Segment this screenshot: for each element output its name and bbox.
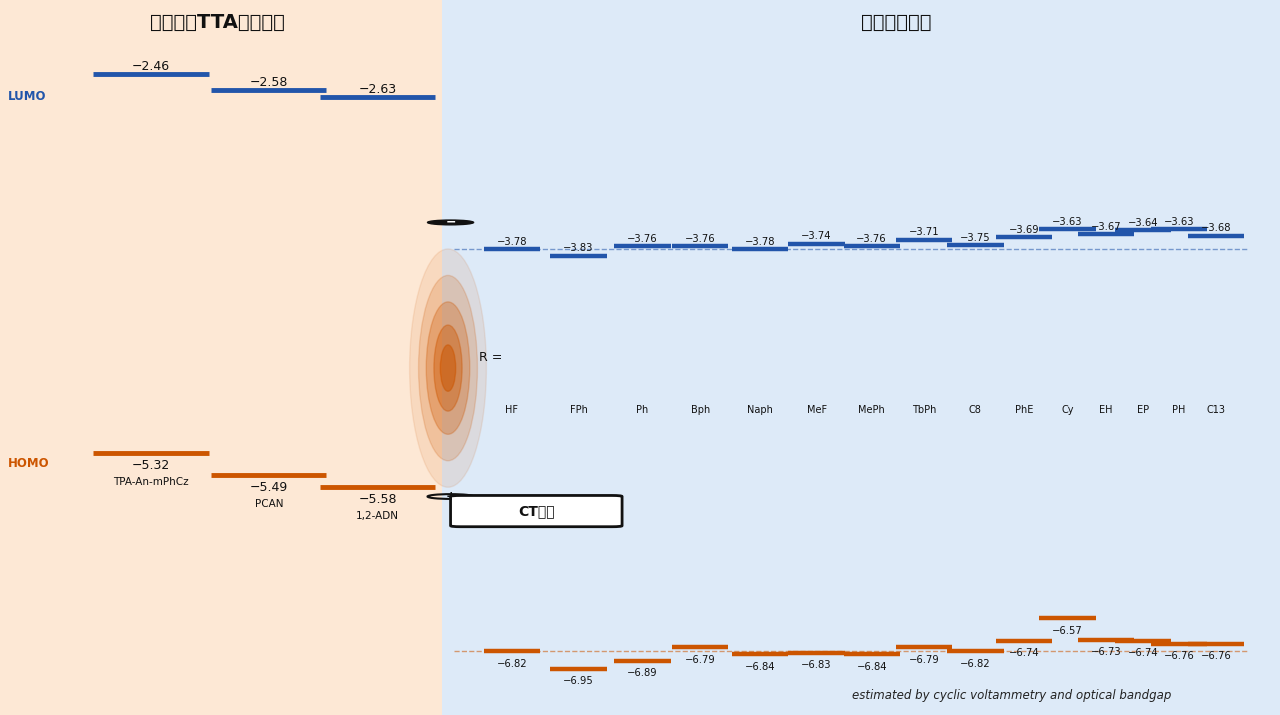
Text: Ph: Ph [636, 405, 649, 415]
Text: CT状態: CT状態 [518, 504, 554, 518]
Text: −6.76: −6.76 [1164, 651, 1194, 661]
Text: アクセプター: アクセプター [860, 13, 932, 32]
Text: +: + [445, 490, 456, 503]
Text: Bph: Bph [690, 405, 710, 415]
Text: −3.76: −3.76 [856, 234, 887, 244]
Bar [442, 0, 1280, 715]
Text: −6.76: −6.76 [1201, 651, 1231, 661]
Text: −6.95: −6.95 [563, 676, 594, 686]
Ellipse shape [426, 302, 470, 434]
Text: −6.79: −6.79 [685, 655, 716, 665]
Text: −3.78: −3.78 [497, 237, 527, 247]
Text: −6.82: −6.82 [497, 659, 527, 669]
Text: ドナー（TTA発光体）: ドナー（TTA発光体） [150, 13, 285, 32]
Text: −6.74: −6.74 [1128, 649, 1158, 659]
FancyBboxPatch shape [451, 495, 622, 527]
Text: −6.74: −6.74 [1009, 649, 1039, 659]
Text: MeF: MeF [806, 405, 827, 415]
Text: PCAN: PCAN [255, 499, 283, 509]
Text: 1,2-ADN: 1,2-ADN [356, 511, 399, 521]
Text: −: − [445, 216, 456, 229]
Text: PH: PH [1172, 405, 1185, 415]
Text: Naph: Naph [748, 405, 773, 415]
Text: −3.83: −3.83 [563, 243, 594, 253]
Text: −5.58: −5.58 [358, 493, 397, 506]
Text: −6.89: −6.89 [627, 669, 658, 679]
Text: −6.79: −6.79 [909, 655, 940, 665]
Text: −5.32: −5.32 [132, 459, 170, 472]
Text: −2.46: −2.46 [132, 60, 170, 74]
Text: FPh: FPh [570, 405, 588, 415]
Text: −6.57: −6.57 [1052, 626, 1083, 636]
Bar [0, 0, 442, 715]
Text: −2.58: −2.58 [250, 77, 288, 89]
Text: −3.71: −3.71 [909, 227, 940, 237]
Text: PhE: PhE [1015, 405, 1033, 415]
Ellipse shape [440, 345, 456, 391]
Text: −2.63: −2.63 [358, 83, 397, 96]
Text: −3.68: −3.68 [1201, 223, 1231, 233]
Text: −3.67: −3.67 [1091, 222, 1121, 232]
Text: −6.82: −6.82 [960, 659, 991, 669]
Text: −5.49: −5.49 [250, 481, 288, 494]
Text: HOMO: HOMO [8, 457, 50, 470]
Text: −3.63: −3.63 [1052, 217, 1083, 227]
Text: R =: R = [479, 351, 502, 364]
Ellipse shape [410, 249, 486, 487]
Ellipse shape [434, 325, 462, 411]
Text: −3.69: −3.69 [1009, 225, 1039, 235]
Text: TbPh: TbPh [911, 405, 937, 415]
Text: EP: EP [1137, 405, 1149, 415]
Circle shape [428, 220, 474, 225]
Text: −3.76: −3.76 [627, 234, 658, 244]
Text: −3.78: −3.78 [745, 237, 776, 247]
Text: estimated by cyclic voltammetry and optical bandgap: estimated by cyclic voltammetry and opti… [851, 689, 1171, 701]
Text: −6.83: −6.83 [801, 661, 832, 671]
Text: C13: C13 [1207, 405, 1225, 415]
Text: TPA-An-mPhCz: TPA-An-mPhCz [113, 477, 189, 487]
Text: −6.84: −6.84 [745, 661, 776, 671]
Text: −3.74: −3.74 [801, 232, 832, 242]
Text: MePh: MePh [859, 405, 884, 415]
Text: −3.76: −3.76 [685, 234, 716, 244]
Ellipse shape [419, 275, 477, 460]
Text: HF: HF [506, 405, 518, 415]
Text: Cy: Cy [1061, 405, 1074, 415]
Text: −3.64: −3.64 [1128, 218, 1158, 228]
Text: −6.84: −6.84 [856, 661, 887, 671]
Text: EH: EH [1100, 405, 1112, 415]
Text: LUMO: LUMO [8, 90, 46, 103]
Text: −3.75: −3.75 [960, 232, 991, 242]
Text: C8: C8 [969, 405, 982, 415]
Text: −3.63: −3.63 [1164, 217, 1194, 227]
Text: −6.73: −6.73 [1091, 647, 1121, 657]
